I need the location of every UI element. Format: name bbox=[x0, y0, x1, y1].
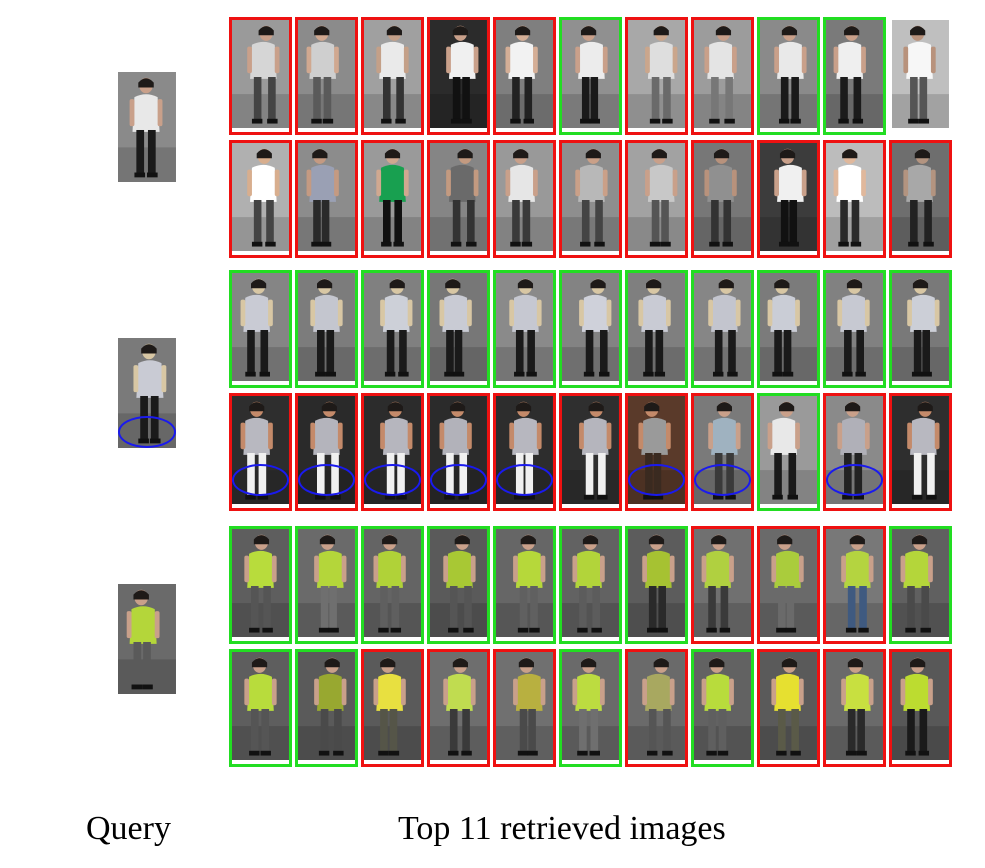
highlight-ellipse bbox=[496, 464, 553, 496]
retrieved-image bbox=[691, 649, 754, 767]
retrieved-image bbox=[361, 649, 424, 767]
retrieved-image bbox=[823, 649, 886, 767]
highlight-ellipse bbox=[118, 416, 176, 448]
retrieved-image bbox=[427, 140, 490, 258]
retrieved-image bbox=[229, 17, 292, 135]
retrieved-image bbox=[361, 526, 424, 644]
retrieved-image bbox=[361, 140, 424, 258]
retrieved-image bbox=[427, 526, 490, 644]
retrieved-image bbox=[493, 649, 556, 767]
retrieved-image bbox=[295, 270, 358, 388]
retrieved-image bbox=[229, 649, 292, 767]
retrieved-image bbox=[229, 393, 292, 511]
retrieved-image bbox=[757, 649, 820, 767]
retrieved-image bbox=[757, 270, 820, 388]
highlight-ellipse bbox=[232, 464, 289, 496]
retrieved-image bbox=[427, 393, 490, 511]
retrieved-image bbox=[295, 140, 358, 258]
retrieved-image bbox=[691, 140, 754, 258]
retrieved-image bbox=[889, 17, 952, 135]
retrieved-image bbox=[295, 17, 358, 135]
retrieved-image bbox=[625, 526, 688, 644]
query-man-green-shirt-bike bbox=[118, 584, 176, 698]
highlight-ellipse bbox=[628, 464, 685, 496]
retrieved-image bbox=[691, 393, 754, 511]
highlight-ellipse bbox=[364, 464, 421, 496]
retrieved-image bbox=[559, 270, 622, 388]
retrieved-image bbox=[559, 649, 622, 767]
results-caption: Top 11 retrieved images bbox=[398, 810, 726, 847]
retrieved-image bbox=[625, 270, 688, 388]
retrieved-image bbox=[559, 140, 622, 258]
retrieved-image bbox=[757, 526, 820, 644]
retrieved-image bbox=[295, 649, 358, 767]
retrieved-image bbox=[427, 17, 490, 135]
retrieved-image bbox=[823, 526, 886, 644]
query-caption: Query bbox=[86, 810, 171, 847]
query-woman-floral-dress-hat bbox=[118, 338, 176, 452]
retrieved-image bbox=[361, 17, 424, 135]
retrieved-image bbox=[625, 393, 688, 511]
retrieved-image bbox=[823, 270, 886, 388]
retrieved-image bbox=[559, 526, 622, 644]
retrieved-image bbox=[625, 17, 688, 135]
retrieved-image bbox=[493, 140, 556, 258]
retrieved-image bbox=[559, 17, 622, 135]
retrieved-image bbox=[691, 17, 754, 135]
highlight-ellipse bbox=[826, 464, 883, 496]
retrieved-image bbox=[229, 270, 292, 388]
retrieved-image bbox=[691, 526, 754, 644]
highlight-ellipse bbox=[430, 464, 487, 496]
retrieved-image bbox=[823, 17, 886, 135]
retrieved-image bbox=[493, 393, 556, 511]
retrieved-image bbox=[625, 140, 688, 258]
retrieved-image bbox=[427, 649, 490, 767]
retrieved-image bbox=[823, 393, 886, 511]
retrieved-image bbox=[229, 526, 292, 644]
retrieved-image bbox=[757, 140, 820, 258]
retrieved-image bbox=[757, 17, 820, 135]
retrieved-image bbox=[229, 140, 292, 258]
retrieved-image bbox=[889, 140, 952, 258]
retrieved-image bbox=[625, 649, 688, 767]
retrieved-image bbox=[427, 270, 490, 388]
retrieved-image bbox=[691, 270, 754, 388]
query-woman-white-dress bbox=[118, 72, 176, 186]
retrieved-image bbox=[493, 17, 556, 135]
retrieved-image bbox=[295, 393, 358, 511]
retrieved-image bbox=[889, 270, 952, 388]
retrieved-image bbox=[889, 649, 952, 767]
retrieved-image bbox=[889, 526, 952, 644]
retrieved-image bbox=[493, 270, 556, 388]
retrieved-image bbox=[361, 393, 424, 511]
retrieved-image bbox=[889, 393, 952, 511]
highlight-ellipse bbox=[298, 464, 355, 496]
retrieved-image bbox=[361, 270, 424, 388]
retrieved-image bbox=[295, 526, 358, 644]
highlight-ellipse bbox=[694, 464, 751, 496]
retrieved-image bbox=[493, 526, 556, 644]
retrieved-image bbox=[757, 393, 820, 511]
retrieved-image bbox=[823, 140, 886, 258]
retrieved-image bbox=[559, 393, 622, 511]
